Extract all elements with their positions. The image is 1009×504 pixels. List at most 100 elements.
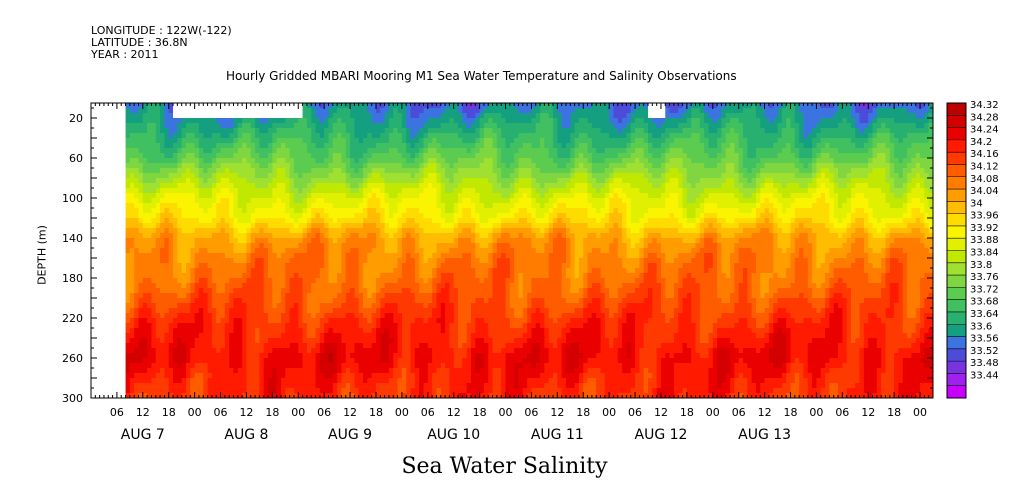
- heatmap-cell: [328, 278, 334, 284]
- heatmap-cell: [358, 268, 364, 274]
- heatmap-cell: [324, 153, 330, 159]
- heatmap-cell: [224, 213, 230, 219]
- heatmap-cell: [462, 363, 468, 369]
- heatmap-cell: [276, 153, 282, 159]
- heatmap-cell: [289, 138, 295, 144]
- heatmap-cell: [449, 163, 455, 169]
- heatmap-cell: [445, 143, 450, 149]
- heatmap-cell: [160, 373, 166, 379]
- heatmap-cell: [151, 103, 157, 109]
- heatmap-cell: [168, 358, 174, 364]
- heatmap-cell: [173, 198, 178, 204]
- heatmap-cell: [207, 158, 213, 164]
- heatmap-cell: [315, 143, 321, 149]
- heatmap-cell: [445, 208, 450, 214]
- heatmap-cell: [190, 233, 196, 239]
- heatmap-cell: [432, 383, 438, 389]
- heatmap-cell: [332, 368, 338, 374]
- heatmap-cell: [483, 263, 489, 269]
- heatmap-cell: [224, 388, 230, 394]
- heatmap-cell: [488, 228, 494, 234]
- heatmap-cell: [250, 238, 256, 244]
- heatmap-cell: [401, 113, 407, 119]
- heatmap-cell: [285, 223, 291, 229]
- heatmap-cell: [388, 258, 394, 264]
- heatmap-cell: [198, 123, 204, 129]
- heatmap-cell: [328, 343, 334, 349]
- heatmap-cell: [289, 148, 295, 154]
- heatmap-cell: [198, 363, 204, 369]
- heatmap-cell: [233, 228, 239, 234]
- heatmap-cell: [423, 298, 429, 304]
- heatmap-cell: [220, 123, 226, 129]
- heatmap-cell: [337, 108, 343, 114]
- heatmap-cell: [311, 238, 317, 244]
- heatmap-cell: [384, 198, 390, 204]
- heatmap-cell: [414, 338, 420, 344]
- heatmap-cell: [332, 118, 338, 124]
- heatmap-cell: [367, 178, 373, 184]
- heatmap-cell: [302, 253, 308, 259]
- heatmap-cell: [363, 128, 368, 134]
- heatmap-cell: [302, 193, 308, 199]
- heatmap-cell: [401, 158, 407, 164]
- heatmap-cell: [276, 188, 282, 194]
- heatmap-cell: [134, 293, 140, 299]
- heatmap-cell: [449, 358, 455, 364]
- heatmap-cell: [363, 173, 368, 179]
- heatmap-cell: [194, 328, 200, 334]
- heatmap-cell: [129, 103, 135, 109]
- heatmap-cell: [462, 253, 468, 259]
- heatmap-cell: [397, 103, 403, 109]
- heatmap-cell: [397, 198, 403, 204]
- heatmap-cell: [410, 108, 416, 114]
- heatmap-cell: [458, 213, 463, 219]
- heatmap-cell: [181, 353, 187, 359]
- heatmap-cell: [345, 378, 351, 384]
- heatmap-cell: [363, 103, 368, 109]
- heatmap-cell: [380, 353, 386, 359]
- heatmap-cell: [440, 338, 446, 344]
- heatmap-cell: [233, 343, 239, 349]
- heatmap-cell: [298, 318, 304, 324]
- heatmap-cell: [427, 178, 433, 184]
- heatmap-cell: [134, 128, 140, 134]
- heatmap-cell: [207, 303, 213, 309]
- heatmap-cell: [233, 308, 239, 314]
- heatmap-cell: [285, 313, 291, 319]
- heatmap-cell: [458, 263, 463, 269]
- heatmap-cell: [319, 128, 325, 134]
- heatmap-cell: [453, 388, 459, 394]
- heatmap-cell: [397, 218, 403, 224]
- heatmap-cell: [410, 183, 416, 189]
- heatmap-cell: [216, 303, 222, 309]
- heatmap-cell: [388, 173, 394, 179]
- heatmap-cell: [298, 258, 304, 264]
- heatmap-cell: [319, 283, 325, 289]
- heatmap-cell: [242, 293, 248, 299]
- heatmap-cell: [397, 143, 403, 149]
- heatmap-cell: [470, 248, 476, 254]
- heatmap-cell: [142, 113, 148, 119]
- heatmap-cell: [285, 378, 291, 384]
- heatmap-cell: [246, 133, 252, 139]
- heatmap-cell: [190, 143, 196, 149]
- heatmap-cell: [341, 333, 347, 339]
- heatmap-cell: [190, 128, 196, 134]
- heatmap-cell: [125, 238, 131, 244]
- heatmap-cell: [406, 233, 412, 239]
- heatmap-cell: [285, 278, 291, 284]
- heatmap-cell: [475, 138, 481, 144]
- heatmap-cell: [142, 203, 148, 209]
- heatmap-cell: [462, 168, 468, 174]
- heatmap-cell: [423, 358, 429, 364]
- heatmap-cell: [337, 213, 343, 219]
- heatmap-cell: [319, 233, 325, 239]
- heatmap-cell: [237, 278, 243, 284]
- heatmap-cell: [375, 268, 381, 274]
- heatmap-cell: [129, 173, 135, 179]
- heatmap-cell: [341, 278, 347, 284]
- heatmap-cell: [289, 323, 295, 329]
- heatmap-cell: [384, 113, 390, 119]
- heatmap-cell: [263, 333, 269, 339]
